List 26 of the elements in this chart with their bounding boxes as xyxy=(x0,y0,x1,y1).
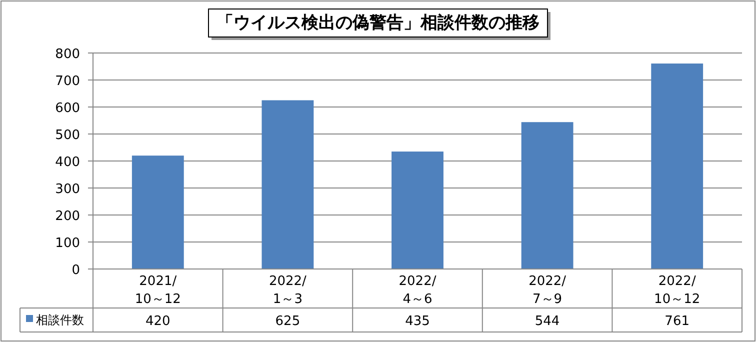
chart-title: 「ウイルス検出の偽警告」相談件数の推移 xyxy=(216,13,540,33)
bar xyxy=(651,64,704,269)
bar xyxy=(521,122,574,269)
y-tick-label: 800 xyxy=(55,47,80,62)
bar xyxy=(392,152,444,269)
data-label: 625 xyxy=(275,314,300,329)
y-tick-label: 0 xyxy=(72,263,80,278)
y-tick-label: 200 xyxy=(55,209,80,224)
data-label: 761 xyxy=(664,314,690,329)
y-tick-label: 100 xyxy=(55,236,80,251)
y-tick-label: 600 xyxy=(55,101,80,116)
bar xyxy=(262,100,314,269)
bar xyxy=(132,156,184,269)
data-label: 420 xyxy=(145,314,170,329)
y-tick-label: 300 xyxy=(55,182,80,197)
x-tick-label: 2022/10～12 xyxy=(654,274,700,307)
y-tick-label: 400 xyxy=(55,155,80,170)
data-label: 544 xyxy=(534,314,560,329)
legend-label: 相談件数 xyxy=(36,313,84,327)
y-tick-label: 700 xyxy=(55,74,80,89)
x-tick-label: 2021/10～12 xyxy=(134,274,181,307)
data-label: 435 xyxy=(405,314,430,329)
x-tick-label: 2022/1～3 xyxy=(268,274,308,307)
y-tick-label: 500 xyxy=(55,128,80,143)
x-tick-label: 2022/4～6 xyxy=(398,274,437,307)
x-tick-label: 2022/7～9 xyxy=(528,274,567,307)
